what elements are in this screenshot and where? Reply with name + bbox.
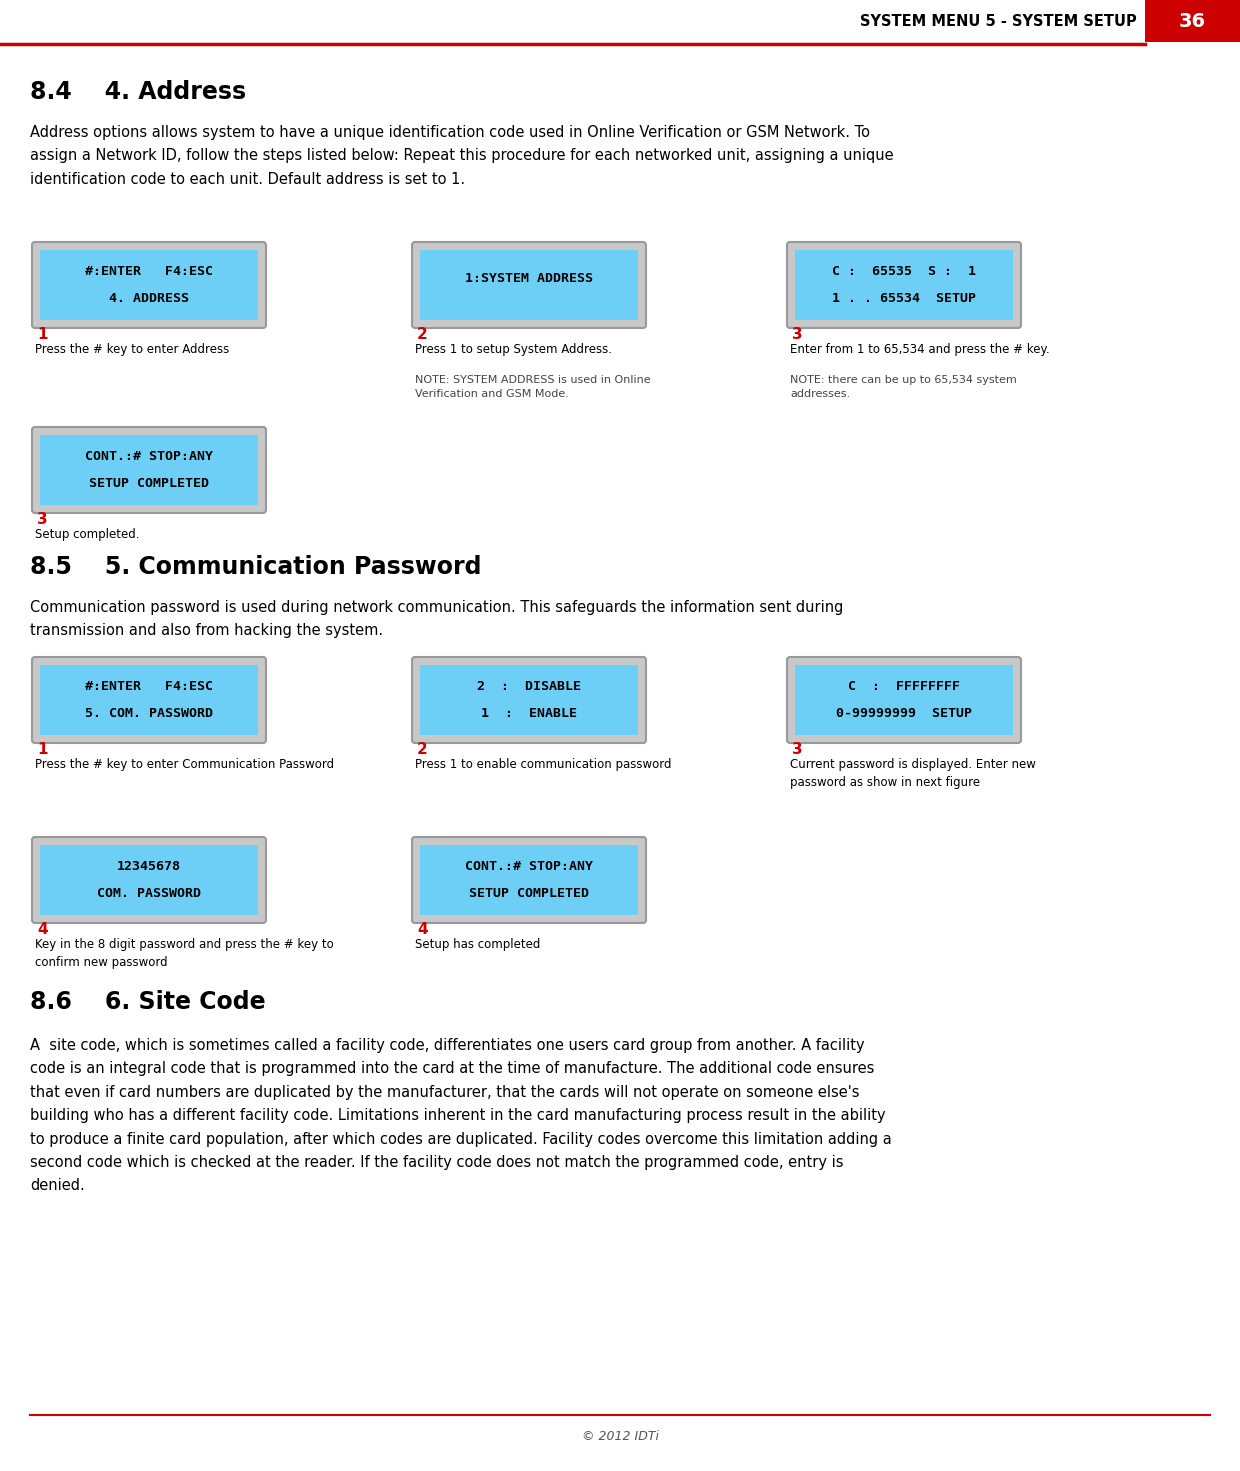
Bar bbox=[1145, 0, 1240, 43]
Text: #:ENTER   F4:ESC: #:ENTER F4:ESC bbox=[86, 680, 213, 693]
Bar bbox=[795, 665, 1013, 736]
Bar bbox=[420, 844, 639, 915]
Text: Address options allows system to have a unique identification code used in Onlin: Address options allows system to have a … bbox=[30, 125, 894, 187]
Text: Setup completed.: Setup completed. bbox=[35, 528, 139, 541]
Text: 2: 2 bbox=[417, 741, 428, 758]
Text: CONT.:# STOP:ANY: CONT.:# STOP:ANY bbox=[86, 450, 213, 463]
Text: 1: 1 bbox=[37, 741, 47, 758]
Text: © 2012 IDTi: © 2012 IDTi bbox=[582, 1430, 658, 1443]
Text: Press the # key to enter Communication Password: Press the # key to enter Communication P… bbox=[35, 758, 334, 771]
Bar bbox=[40, 435, 258, 505]
Text: 3: 3 bbox=[792, 741, 802, 758]
Text: 12345678: 12345678 bbox=[117, 861, 181, 872]
Text: Current password is displayed. Enter new
password as show in next figure: Current password is displayed. Enter new… bbox=[790, 758, 1035, 788]
Bar bbox=[40, 665, 258, 736]
Text: 1 . . 65534  SETUP: 1 . . 65534 SETUP bbox=[832, 293, 976, 304]
FancyBboxPatch shape bbox=[412, 658, 646, 743]
Text: NOTE: SYSTEM ADDRESS is used in Online
Verification and GSM Mode.: NOTE: SYSTEM ADDRESS is used in Online V… bbox=[415, 375, 651, 399]
Text: 5. COM. PASSWORD: 5. COM. PASSWORD bbox=[86, 708, 213, 721]
Text: C :  65535  S :  1: C : 65535 S : 1 bbox=[832, 265, 976, 278]
Text: 1  :  ENABLE: 1 : ENABLE bbox=[481, 708, 577, 721]
Bar bbox=[420, 250, 639, 321]
FancyBboxPatch shape bbox=[412, 837, 646, 922]
Text: C  :  FFFFFFFF: C : FFFFFFFF bbox=[848, 680, 960, 693]
Text: 4: 4 bbox=[37, 922, 47, 937]
Text: 4: 4 bbox=[417, 922, 428, 937]
Text: 0-99999999  SETUP: 0-99999999 SETUP bbox=[836, 708, 972, 721]
FancyBboxPatch shape bbox=[787, 243, 1021, 328]
Text: 1: 1 bbox=[37, 327, 47, 341]
Text: 8.4    4. Address: 8.4 4. Address bbox=[30, 79, 246, 104]
Bar bbox=[795, 250, 1013, 321]
Bar bbox=[40, 844, 258, 915]
Text: Key in the 8 digit password and press the # key to
confirm new password: Key in the 8 digit password and press th… bbox=[35, 938, 334, 969]
Text: SETUP COMPLETED: SETUP COMPLETED bbox=[89, 477, 210, 490]
Text: 2  :  DISABLE: 2 : DISABLE bbox=[477, 680, 582, 693]
Text: Enter from 1 to 65,534 and press the # key.: Enter from 1 to 65,534 and press the # k… bbox=[790, 343, 1049, 356]
Text: COM. PASSWORD: COM. PASSWORD bbox=[97, 887, 201, 900]
FancyBboxPatch shape bbox=[32, 243, 267, 328]
FancyBboxPatch shape bbox=[32, 658, 267, 743]
Text: 8.5    5. Communication Password: 8.5 5. Communication Password bbox=[30, 555, 481, 580]
Text: 8.6    6. Site Code: 8.6 6. Site Code bbox=[30, 990, 265, 1014]
Text: 2: 2 bbox=[417, 327, 428, 341]
FancyBboxPatch shape bbox=[412, 243, 646, 328]
Text: Press 1 to setup System Address.: Press 1 to setup System Address. bbox=[415, 343, 613, 356]
Text: 4. ADDRESS: 4. ADDRESS bbox=[109, 293, 188, 304]
Text: NOTE: there can be up to 65,534 system
addresses.: NOTE: there can be up to 65,534 system a… bbox=[790, 375, 1017, 399]
Text: Communication password is used during network communication. This safeguards the: Communication password is used during ne… bbox=[30, 600, 843, 638]
FancyBboxPatch shape bbox=[32, 837, 267, 922]
Text: SYSTEM MENU 5 - SYSTEM SETUP: SYSTEM MENU 5 - SYSTEM SETUP bbox=[861, 13, 1137, 28]
Text: CONT.:# STOP:ANY: CONT.:# STOP:ANY bbox=[465, 861, 593, 872]
Text: Press the # key to enter Address: Press the # key to enter Address bbox=[35, 343, 229, 356]
Text: Press 1 to enable communication password: Press 1 to enable communication password bbox=[415, 758, 672, 771]
Bar bbox=[40, 250, 258, 321]
Text: 1:SYSTEM ADDRESS: 1:SYSTEM ADDRESS bbox=[465, 272, 593, 285]
Text: 36: 36 bbox=[1179, 12, 1207, 31]
FancyBboxPatch shape bbox=[787, 658, 1021, 743]
Bar bbox=[420, 665, 639, 736]
Text: SETUP COMPLETED: SETUP COMPLETED bbox=[469, 887, 589, 900]
Text: A  site code, which is sometimes called a facility code, differentiates one user: A site code, which is sometimes called a… bbox=[30, 1039, 892, 1193]
Text: 3: 3 bbox=[792, 327, 802, 341]
Text: Setup has completed: Setup has completed bbox=[415, 938, 541, 950]
Text: #:ENTER   F4:ESC: #:ENTER F4:ESC bbox=[86, 265, 213, 278]
FancyBboxPatch shape bbox=[32, 427, 267, 513]
Text: 3: 3 bbox=[37, 512, 47, 527]
